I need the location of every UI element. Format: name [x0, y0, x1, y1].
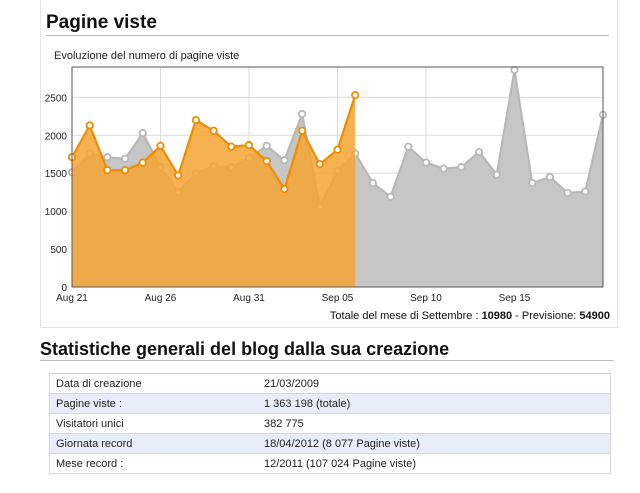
page-views-chart: 0 500 1000 1500 2000 2500 Aug 21 Aug 26 Aug 31 Se… — [45, 65, 608, 304]
row-value: 12/2011 (107 024 Pagine viste) — [258, 453, 611, 474]
series-previous-point — [103, 153, 112, 162]
series-previous-point — [528, 178, 537, 188]
series-previous-point — [581, 187, 590, 196]
series-previous-point — [138, 128, 147, 138]
series-previous-point — [421, 158, 431, 167]
series-previous-point — [510, 65, 519, 75]
total-label: Totale del mese di Settembre : — [329, 310, 482, 322]
series-current-point — [280, 185, 289, 194]
series-previous-point — [386, 192, 395, 201]
chart-title: Evoluzione del numero di pagine viste — [54, 50, 240, 62]
series-current-point — [209, 126, 218, 135]
table-row: Giornata record 18/04/2012 (8 077 Pagine … — [49, 433, 611, 454]
series-previous-point — [368, 178, 377, 188]
row-key: Pagine viste : — [49, 393, 258, 414]
stats-title: Statistiche generali del blog dalla sua … — [40, 339, 450, 359]
stats-table: Data di creazione 21/03/2009 Pagine viste… — [49, 373, 611, 474]
series-previous-point — [262, 141, 271, 150]
x-tick-label: Aug 26 — [145, 293, 177, 304]
series-current-point — [156, 141, 165, 150]
series-previous-point — [545, 172, 554, 182]
series-previous-point — [280, 156, 289, 165]
row-key: Giornata record — [49, 433, 258, 454]
table-row: Pagine viste :1 363 198 (totale) — [49, 393, 611, 414]
page-title: Pagine viste — [46, 12, 157, 33]
row-key: Data di creazione — [49, 373, 258, 394]
row-key: Mese record : — [49, 453, 258, 474]
series-current-point — [174, 171, 183, 180]
x-tick-label: Sep 15 — [499, 293, 531, 304]
x-tick-label: Sep 10 — [410, 293, 442, 304]
forecast-value: 54900 — [579, 310, 610, 322]
y-tick-label: 2500 — [45, 93, 68, 104]
series-current-area — [72, 95, 356, 287]
series-current-point — [138, 158, 147, 167]
y-tick-label: 1000 — [45, 207, 68, 218]
x-tick-label: Sep 05 — [322, 293, 354, 304]
series-current-point — [333, 145, 342, 154]
series-previous-point — [404, 142, 413, 151]
y-tick-label: 2000 — [45, 131, 68, 142]
x-tick-label: Aug 21 — [56, 293, 88, 304]
title-divider — [46, 35, 609, 36]
series-current-point — [244, 141, 254, 150]
series-current-point — [103, 166, 112, 175]
series-current-point — [351, 90, 360, 100]
row-value: 18/04/2012 (8 077 Pagine viste) — [258, 433, 611, 454]
series-current-point — [262, 156, 271, 166]
row-value: 21/03/2009 — [258, 373, 611, 394]
row-value: 382 775 — [258, 413, 611, 434]
table-row: Mese record :12/2011 (107 024 Pagine vis… — [49, 453, 611, 474]
y-tick-label: 1500 — [45, 169, 68, 180]
series-previous-point — [457, 163, 466, 172]
y-tick-label: 500 — [50, 245, 67, 256]
monthly-total: Totale del mese di Settembre : 10980 - P… — [330, 310, 610, 322]
series-previous-point — [563, 188, 572, 198]
series-current-point — [85, 121, 94, 130]
plot-frame — [71, 66, 604, 288]
series-current-point — [315, 160, 324, 169]
series-current-point — [227, 142, 236, 151]
row-value: 1 363 198 (totale) — [258, 393, 611, 414]
x-tick-label: Aug 31 — [233, 293, 265, 304]
series-current-point — [191, 116, 200, 125]
table-row: Visitatori unici 382 775 — [49, 413, 611, 434]
series-previous-point — [439, 164, 448, 173]
forecast-label: - Previsione: — [512, 310, 580, 322]
series-current-point — [297, 126, 307, 135]
series-previous-point — [297, 109, 307, 119]
row-key: Visitatori unici — [49, 413, 258, 434]
series-previous-point — [474, 147, 484, 157]
total-value: 10980 — [481, 310, 513, 322]
series-previous-point — [121, 154, 130, 163]
series-current-point — [121, 166, 130, 175]
stats-divider — [40, 360, 614, 361]
y-tick-label: 0 — [61, 283, 67, 294]
table-row: Data di creazione 21/03/2009 — [49, 373, 611, 394]
series-previous-point — [492, 170, 501, 179]
